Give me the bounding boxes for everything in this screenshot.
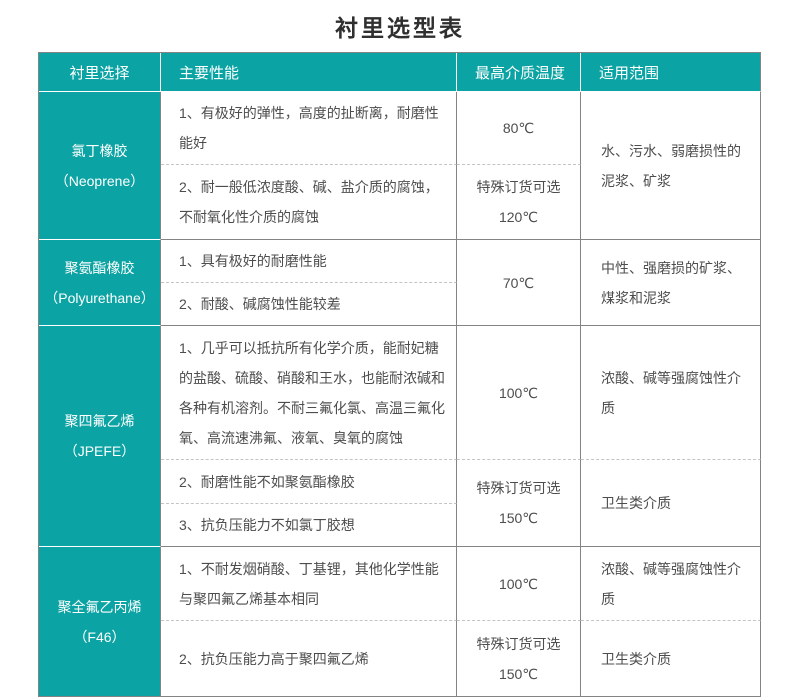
perf-cell: 3、抗负压能力不如氯丁胶想 [161,504,457,547]
temp-cell: 特殊订货可选 150℃ [457,621,581,697]
header-row: 衬里选择 主要性能 最高介质温度 适用范围 [39,53,761,92]
range-cell: 卫生类介质 [581,460,761,547]
lining-name-en: （JPEFE） [63,443,136,459]
range-cell: 浓酸、碱等强腐蚀性介质 [581,326,761,460]
perf-cell: 2、耐一般低浓度酸、碱、盐介质的腐蚀，不耐氧化性介质的腐蚀 [161,165,457,240]
table-row: 聚全氟乙丙烯 （F46） 1、不耐发烟硝酸、丁基锂，其他化学性能与聚四氟乙烯基本… [39,547,761,697]
perf-cell: 1、有极好的弹性，高度的扯断离，耐磨性能好 [161,92,457,165]
temp-cell: 80℃ [457,92,581,165]
table-row: 2、耐酸、碱腐蚀性能较差 [39,283,761,326]
header-cell-lining: 衬里选择 [39,53,161,92]
header-cell-performance: 主要性能 [161,53,457,92]
table-row: 氯丁橡胶 （Neoprene） 1、有极好的弹性，高度的扯断离，耐磨性能好 80… [39,92,761,240]
range-cell: 浓酸、碱等强腐蚀性介质 [581,547,761,621]
perf-cell: 1、具有极好的耐磨性能 [161,240,457,283]
lining-cell-neoprene: 氯丁橡胶 （Neoprene） [39,92,161,240]
lining-name: 氯丁橡胶 [71,142,128,159]
lining-name-en: （Polyurethane） [44,289,155,306]
header-cell-max-temp: 最高介质温度 [457,53,581,92]
temp-cell: 特殊订货可选 150℃ [457,460,581,547]
range-cell: 水、污水、弱磨损性的泥浆、矿浆 [581,92,761,240]
lining-name: 聚全氟乙丙烯 [57,598,142,615]
perf-cell: 2、耐酸、碱腐蚀性能较差 [161,283,457,326]
range-cell: 中性、强磨损的矿浆、煤浆和泥浆 [581,240,761,326]
temp-cell: 特殊订货可选 120℃ [457,165,581,240]
header-cell-range: 适用范围 [581,53,761,92]
lining-name: 聚四氟乙烯 [64,413,135,429]
table-row: 聚氨酯橡胶 （Polyurethane） 1、具有极好的耐磨性能 70℃ 中性、… [39,240,761,326]
page-title: 衬里选型表 [335,15,465,41]
perf-cell: 2、抗负压能力高于聚四氟乙烯 [161,621,457,697]
perf-cell: 2、耐磨性能不如聚氨酯橡胶 [161,460,457,504]
table-row: 3、抗负压能力不如氯丁胶想 [39,504,761,547]
temp-cell: 100℃ [457,326,581,460]
lining-name-en: （Neoprene） [54,172,145,189]
perf-cell: 1、不耐发烟硝酸、丁基锂，其他化学性能与聚四氟乙烯基本相同 [161,547,457,621]
lining-selection-table: 衬里选择 主要性能 最高介质温度 适用范围 氯丁橡胶 （Neoprene） 1、… [38,52,761,697]
temp-cell: 100℃ [457,547,581,621]
range-cell: 卫生类介质 [581,621,761,697]
lining-name: 聚氨酯橡胶 [64,259,135,276]
lining-name-en: （F46） [73,628,126,645]
lining-cell-polyurethane: 聚氨酯橡胶 （Polyurethane） [39,240,161,326]
table-row: 2、耐磨性能不如聚氨酯橡胶 特殊订货可选 150℃ 卫生类介质 [39,460,761,547]
table-row: 2、耐一般低浓度酸、碱、盐介质的腐蚀，不耐氧化性介质的腐蚀 特殊订货可选 120… [39,165,761,240]
lining-cell-ptfe: 聚四氟乙烯 （JPEFE） [39,326,161,547]
perf-cell: 1、几乎可以抵抗所有化学介质，能耐妃糖的盐酸、硫酸、硝酸和王水，也能耐浓碱和各种… [161,326,457,460]
lining-cell-f46: 聚全氟乙丙烯 （F46） [39,547,161,697]
table-row: 聚四氟乙烯 （JPEFE） 1、几乎可以抵抗所有化学介质，能耐妃糖的盐酸、硫酸、… [39,326,761,547]
temp-cell: 70℃ [457,240,581,326]
